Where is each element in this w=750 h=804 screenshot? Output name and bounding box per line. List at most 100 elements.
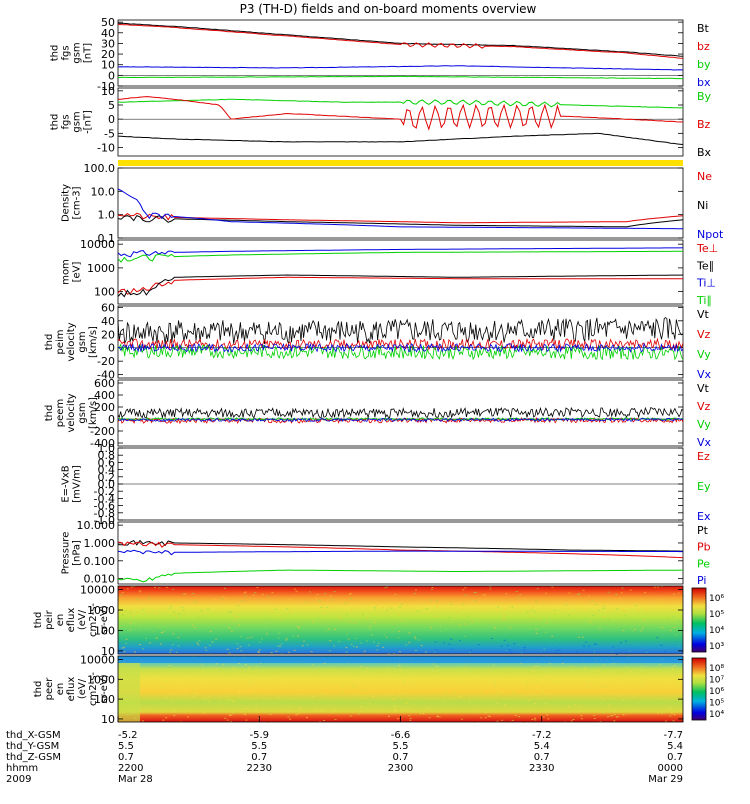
speckle	[444, 622, 447, 624]
speckle	[532, 670, 535, 672]
speckle	[589, 696, 592, 698]
speckle	[420, 645, 423, 647]
speckle	[215, 668, 218, 670]
speckle	[559, 668, 562, 670]
speckle	[278, 632, 281, 634]
speckle	[645, 651, 648, 653]
speckle	[528, 627, 531, 629]
speckle	[589, 623, 592, 624]
speckle	[138, 644, 141, 645]
speckle	[334, 719, 337, 721]
speckle	[276, 605, 279, 607]
speckle	[585, 637, 588, 639]
speckle	[285, 639, 288, 641]
speckle	[222, 596, 225, 598]
legend-entry: Ne	[697, 170, 712, 183]
speckle	[612, 646, 614, 648]
speckle	[211, 641, 214, 643]
speckle	[294, 680, 297, 682]
speckle	[434, 679, 437, 681]
speckle	[353, 622, 356, 624]
legend-entry: Npot	[697, 228, 724, 241]
speckle	[538, 618, 541, 620]
speckle	[158, 626, 161, 628]
y-axis-label: Density	[61, 184, 72, 222]
speckle	[285, 624, 287, 626]
speckle	[249, 698, 252, 700]
y-tick-label: -0.8	[94, 507, 115, 520]
speckle	[490, 681, 493, 683]
speckle	[616, 608, 619, 610]
speckle	[213, 598, 216, 600]
speckle	[399, 606, 402, 608]
speckle	[239, 636, 242, 638]
speckle	[360, 626, 363, 628]
colorbar-tick-label: 10⁴	[709, 710, 724, 720]
speckle	[142, 679, 145, 680]
speckle	[479, 609, 482, 611]
speckle	[597, 670, 600, 672]
speckle	[260, 638, 263, 640]
speckle	[145, 637, 148, 639]
speckle	[570, 720, 573, 722]
speckle	[462, 604, 465, 606]
speckle	[338, 641, 341, 642]
speckle	[240, 708, 243, 710]
speckle	[382, 646, 385, 648]
y-tick-label: 0.8	[98, 449, 116, 462]
speckle	[632, 630, 635, 632]
series-Vy	[117, 343, 684, 361]
speckle	[398, 631, 401, 632]
speckle	[480, 677, 483, 679]
speckle	[502, 638, 505, 640]
speckle	[460, 608, 463, 610]
speckle	[536, 665, 539, 667]
speckle	[209, 697, 212, 699]
speckle	[458, 623, 461, 625]
speckle	[269, 713, 272, 715]
speckle	[266, 633, 269, 635]
speckle	[495, 628, 498, 630]
y-axis-label: -[nT]	[83, 110, 94, 134]
speckle	[204, 647, 207, 649]
panel-frame	[117, 19, 684, 87]
speckle	[663, 650, 666, 652]
y-axis-label: peer	[44, 677, 55, 701]
y-axis-label: (eV/	[77, 609, 88, 630]
speckle	[346, 701, 349, 703]
speckle	[436, 605, 438, 607]
speckle	[436, 621, 439, 623]
speckle	[414, 592, 417, 594]
speckle	[523, 721, 526, 723]
speckle	[298, 706, 301, 708]
speckle	[462, 589, 465, 591]
speckle	[356, 646, 358, 648]
speckle	[205, 698, 207, 700]
legend-entry: Bt	[697, 22, 710, 35]
speckle	[121, 647, 124, 649]
speckle	[565, 617, 568, 619]
figure-title: P3 (TH-D) fields and on-board moments ov…	[240, 2, 537, 16]
y-axis-label: thd	[44, 405, 55, 422]
speckle	[584, 671, 587, 673]
series-Vt	[117, 406, 684, 420]
speckle	[598, 677, 601, 678]
speckle	[388, 606, 391, 608]
speckle	[514, 640, 517, 642]
speckle	[306, 644, 309, 646]
speckle	[599, 680, 602, 682]
speckle	[390, 681, 393, 683]
speckle	[575, 651, 578, 652]
speckle	[475, 591, 478, 593]
speckle	[536, 588, 539, 590]
speckle	[385, 636, 388, 638]
speckle	[659, 627, 662, 629]
y-tick-label: 10000	[80, 653, 115, 666]
speckle	[189, 676, 192, 677]
speckle	[479, 684, 482, 685]
speckle	[613, 714, 616, 716]
colorbar-tick-label: 10⁴	[709, 626, 724, 636]
speckle	[515, 694, 518, 696]
speckle	[624, 615, 627, 617]
speckle	[369, 625, 372, 627]
